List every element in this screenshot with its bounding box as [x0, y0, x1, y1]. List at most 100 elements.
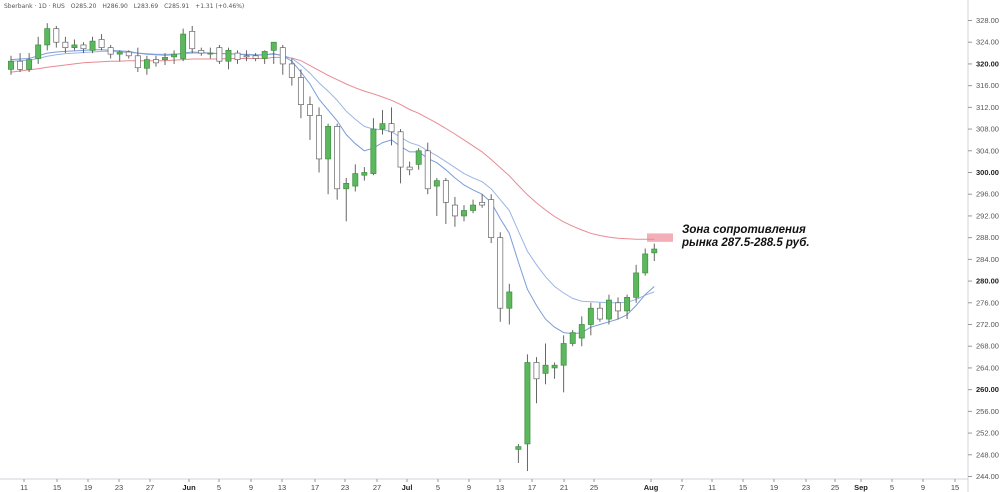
candle	[651, 243, 658, 261]
candle	[497, 232, 504, 322]
y-tick-label: 252.00	[976, 429, 999, 438]
candle-body	[388, 123, 395, 133]
candle	[279, 44, 286, 75]
candle-body	[334, 126, 341, 190]
candle-body	[370, 128, 377, 174]
candle	[633, 264, 640, 303]
candle	[288, 58, 295, 86]
candle	[234, 50, 241, 64]
candle	[388, 107, 395, 146]
chart-header: Sberbank · 1D · RUS O285.20 H286.90 L283…	[4, 3, 248, 10]
x-tick-label: 15	[951, 483, 959, 492]
candle	[524, 354, 531, 472]
x-tick-label: 23	[115, 483, 123, 492]
x-tick-label: 17	[311, 483, 319, 492]
candle-body	[551, 364, 558, 369]
candle-body	[116, 51, 123, 55]
candle	[125, 50, 132, 59]
candle-body	[361, 172, 368, 176]
candle-body	[615, 302, 621, 312]
candle	[307, 96, 313, 140]
candle-body	[569, 332, 576, 344]
x-tick-label: 13	[496, 483, 504, 492]
candle-body	[17, 60, 24, 70]
y-tick-label: 256.00	[976, 407, 999, 416]
candle	[316, 107, 322, 173]
x-tick-label: 19	[84, 483, 92, 492]
candle	[470, 199, 477, 214]
y-tick-label: 284.00	[976, 255, 999, 264]
candle	[143, 55, 150, 75]
y-tick-label: 268.00	[976, 342, 999, 351]
y-tick-label: 300.00	[976, 168, 999, 177]
y-tick-label: 308.00	[976, 125, 999, 134]
resistance-zone-layer	[647, 233, 673, 242]
open-value: O285.20	[70, 3, 97, 10]
x-tick-label: 25	[831, 483, 839, 492]
candle	[596, 302, 603, 322]
moving-averages	[10, 49, 655, 335]
candle	[578, 316, 585, 347]
candle	[343, 177, 350, 222]
candle-body	[207, 52, 214, 55]
y-tick-label: 296.00	[976, 190, 999, 199]
candle-body	[397, 131, 404, 168]
candle	[433, 177, 440, 216]
candle	[442, 177, 449, 225]
candle-body	[325, 126, 332, 160]
candle-body	[62, 41, 69, 48]
y-tick-label: 260.00	[976, 385, 999, 394]
candle-body	[596, 307, 603, 320]
candle-body	[8, 60, 14, 70]
candle-body	[89, 40, 96, 51]
candle	[397, 129, 404, 184]
candle-body	[442, 180, 449, 203]
y-tick-label: 248.00	[976, 450, 999, 459]
x-tick-label: 5	[217, 483, 221, 492]
x-tick-label: 11	[708, 483, 716, 492]
candle-body	[470, 204, 477, 211]
candle	[488, 194, 495, 244]
candle	[80, 42, 87, 54]
candle-body	[279, 47, 286, 65]
candle	[334, 123, 341, 200]
candle	[415, 148, 422, 170]
candle-body	[578, 324, 585, 339]
candle	[153, 55, 159, 67]
candle-body	[379, 123, 386, 130]
candle	[207, 47, 214, 59]
candle	[17, 53, 24, 73]
candle-body	[71, 44, 78, 48]
ma-slow-line	[10, 56, 655, 240]
y-tick-label: 320.00	[976, 59, 999, 68]
y-tick-label: 312.00	[976, 103, 999, 112]
candle	[98, 34, 105, 51]
candle	[542, 343, 549, 385]
y-tick-label: 280.00	[976, 277, 999, 286]
candle-body	[307, 104, 313, 116]
candle	[180, 28, 187, 62]
y-tick-label: 276.00	[976, 298, 999, 307]
candle	[35, 36, 42, 64]
candle-body	[479, 202, 486, 206]
candle	[325, 123, 332, 195]
x-tick-label: 25	[590, 483, 598, 492]
resistance-zone	[647, 233, 673, 242]
candle	[587, 302, 594, 336]
candle-body	[515, 446, 522, 450]
candle	[642, 248, 649, 276]
candle	[551, 362, 558, 379]
candle-body	[288, 63, 295, 78]
candle	[479, 194, 486, 208]
candle-body	[642, 253, 649, 274]
candle-body	[451, 204, 458, 217]
candle-body	[98, 39, 105, 48]
candle	[252, 53, 259, 62]
candle	[162, 53, 168, 66]
candle	[53, 25, 60, 48]
y-tick-label: 264.00	[976, 363, 999, 372]
annotation-line-1: Зона сопротивления	[682, 224, 806, 236]
candle-body	[53, 28, 60, 43]
